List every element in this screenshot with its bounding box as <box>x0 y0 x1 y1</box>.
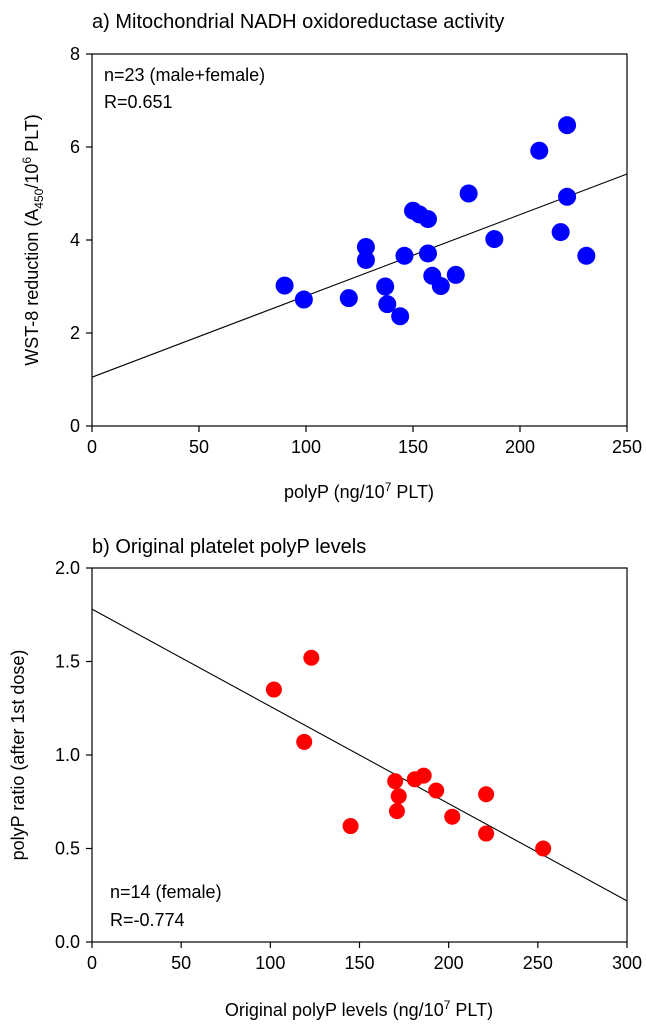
panel-b-annotation-n: n=14 (female) <box>110 882 222 902</box>
panel-b-data-point <box>535 840 552 857</box>
panel-a-annotation-r: R=0.651 <box>104 92 173 112</box>
panel-b-x-tick-label: 250 <box>523 953 553 973</box>
panel-b-data-point <box>428 782 445 799</box>
panel-a-data-point <box>446 265 465 284</box>
panel-b-data-point <box>390 788 407 805</box>
panel-a-data-point <box>356 237 375 256</box>
panel-b-xlabel-part-1: Original polyP levels (ng/10 <box>225 1000 444 1020</box>
panel-a-x-axis-label: polyP (ng/107 PLT) <box>284 480 434 502</box>
panel-a-y-tick-label: 8 <box>70 44 80 64</box>
panel-a-ylabel-sup: 6 <box>20 157 34 164</box>
panel-b-data-point <box>478 786 495 803</box>
panel-a-data-point <box>577 246 596 265</box>
panel-b-y-tick-label: 2.0 <box>55 558 80 578</box>
panel-b-title: b) Original platelet polyP levels <box>92 536 366 558</box>
panel-a-points <box>275 116 596 326</box>
panel-b-y-ticks: 0.0 0.5 1.0 1.5 2.0 <box>55 558 92 952</box>
panel-b-x-tick-label: 50 <box>171 953 191 973</box>
panel-a-xlabel-part-2: PLT) <box>391 482 434 502</box>
panel-b-x-tick-label: 200 <box>434 953 464 973</box>
panel-a-data-point <box>395 246 414 265</box>
panel-a-y-tick-label: 2 <box>70 323 80 343</box>
panel-b-x-tick-label: 0 <box>87 953 97 973</box>
panel-a-ylabel-sub: 450 <box>32 188 46 208</box>
panel-b-y-tick-label: 0.5 <box>55 839 80 859</box>
panel-b-y-tick-label: 0.0 <box>55 932 80 952</box>
panel-b-regression-line <box>91 608 628 902</box>
panel-b: b) Original platelet polyP levels 0 50 100… <box>8 536 642 1020</box>
panel-a-data-point <box>418 210 437 229</box>
panel-b-data-point <box>387 773 404 790</box>
panel-b-data-point <box>478 825 495 842</box>
panel-a-data-point <box>558 187 577 206</box>
panel-b-data-point <box>388 803 405 820</box>
panel-a-ylabel-part-2: /10 <box>22 164 42 189</box>
panel-a-y-tick-label: 4 <box>70 230 80 250</box>
panel-b-data-point <box>342 818 359 835</box>
panel-b-data-point <box>303 649 320 666</box>
panel-b-xlabel-part-2: PLT) <box>450 1000 493 1020</box>
panel-b-x-ticks: 0 50 100 150 200 250 300 <box>87 942 642 973</box>
panel-a-title: a) Mitochondrial NADH oxidoreductase act… <box>92 11 504 33</box>
panel-b-data-point <box>444 808 461 825</box>
panel-b-x-tick-label: 100 <box>255 953 285 973</box>
panel-a-x-tick-label: 100 <box>291 437 321 457</box>
panel-a-y-tick-label: 0 <box>70 416 80 436</box>
panel-a-data-point <box>294 290 313 309</box>
panel-a-y-axis-label: WST-8 reduction (A450/106 PLT) <box>20 114 46 365</box>
panel-a-x-tick-label: 200 <box>505 437 535 457</box>
panel-a-data-point <box>551 223 570 242</box>
panel-a-x-tick-label: 50 <box>189 437 209 457</box>
panel-a-ylabel-part-3: PLT) <box>22 114 42 157</box>
panel-a-xlabel-part-1: polyP (ng/10 <box>284 482 385 502</box>
panel-a-data-point <box>431 277 450 296</box>
panel-b-y-axis-label: polyP ratio (after 1st dose) <box>8 650 28 861</box>
panel-b-data-point <box>265 681 282 698</box>
panel-a-data-point <box>418 244 437 263</box>
panel-a-regression-line <box>91 173 628 378</box>
panel-a-xlabel-sup: 7 <box>385 480 392 494</box>
panel-a-y-tick-label: 6 <box>70 137 80 157</box>
panel-a-fit-line <box>91 173 628 378</box>
panel-a-data-point <box>275 276 294 295</box>
panel-a-data-point <box>485 230 504 249</box>
panel-b-data-point <box>415 767 432 784</box>
panel-b-annotation-r: R=-0.774 <box>110 910 185 930</box>
panel-a-data-point <box>530 141 549 160</box>
panel-a-annotation-n: n=23 (male+female) <box>104 65 265 85</box>
panel-b-xlabel-sup: 7 <box>444 998 451 1012</box>
panel-b-y-tick-label: 1.0 <box>55 745 80 765</box>
panel-b-x-tick-label: 300 <box>612 953 642 973</box>
panel-a-x-tick-label: 250 <box>612 437 642 457</box>
panel-a-x-tick-label: 150 <box>398 437 428 457</box>
panel-b-y-tick-label: 1.5 <box>55 652 80 672</box>
panel-a-data-point <box>391 307 410 326</box>
panel-a-data-point <box>459 184 478 203</box>
panel-a-data-point <box>378 295 397 314</box>
panel-a: a) Mitochondrial NADH oxidoreductase act… <box>20 11 642 502</box>
panel-a-data-point <box>558 116 577 135</box>
panel-a-ylabel-part-1: WST-8 reduction (A <box>22 209 42 366</box>
panel-b-points <box>265 649 552 857</box>
panel-a-y-ticks: 0 2 4 6 8 <box>70 44 92 436</box>
panel-a-x-ticks: 0 50 100 150 200 250 <box>87 426 642 457</box>
panel-b-data-point <box>296 733 313 750</box>
panel-b-x-tick-label: 150 <box>344 953 374 973</box>
panel-a-data-point <box>356 250 375 269</box>
panel-b-fit-line <box>91 608 628 902</box>
panel-a-x-tick-label: 0 <box>87 437 97 457</box>
panel-b-x-axis-label: Original polyP levels (ng/107 PLT) <box>225 998 493 1020</box>
panel-a-data-point <box>339 289 358 308</box>
panel-a-data-point <box>376 277 395 296</box>
